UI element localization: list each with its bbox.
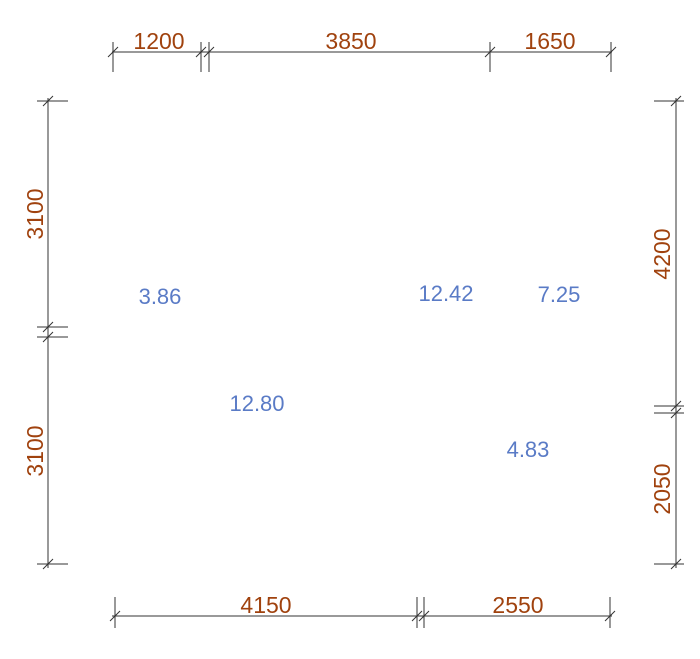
tick-mark <box>195 46 207 58</box>
room-area-label: 12.80 <box>229 391 284 416</box>
tick-mark <box>604 610 616 622</box>
tick-mark <box>670 558 682 570</box>
tick-mark <box>42 331 54 343</box>
tick-mark <box>411 610 423 622</box>
tick-mark <box>670 95 682 107</box>
bottom-dimension-label: 4150 <box>240 592 291 618</box>
tick-mark <box>109 610 121 622</box>
room-area-label: 7.25 <box>538 282 581 307</box>
room-area-label: 12.42 <box>418 281 473 306</box>
top-dimension-label: 1200 <box>133 28 184 54</box>
tick-mark <box>670 400 682 412</box>
left-dimension-label: 3100 <box>22 188 48 239</box>
tick-mark <box>605 46 617 58</box>
right-dimension-label: 4200 <box>649 228 675 279</box>
tick-mark <box>670 407 682 419</box>
top-dimension-chain: 1200 3850 1650 <box>107 28 617 72</box>
top-dimension-label: 1650 <box>524 28 575 54</box>
left-dimension-chain: 3100 3100 <box>22 95 68 570</box>
top-dimension-label: 3850 <box>325 28 376 54</box>
tick-mark <box>107 46 119 58</box>
right-dimension-label: 2050 <box>649 463 675 514</box>
left-dimension-label: 3100 <box>22 425 48 476</box>
bottom-dimension-label: 2550 <box>492 592 543 618</box>
tick-mark <box>484 46 496 58</box>
room-area-label: 4.83 <box>507 437 550 462</box>
room-area-label: 3.86 <box>139 284 182 309</box>
tick-mark <box>203 46 215 58</box>
right-dimension-chain: 4200 2050 <box>649 95 684 570</box>
tick-mark <box>42 95 54 107</box>
tick-mark <box>42 321 54 333</box>
tick-mark <box>42 558 54 570</box>
room-area-labels: 3.86 12.42 7.25 12.80 4.83 <box>139 281 581 462</box>
bottom-dimension-chain: 4150 2550 <box>109 592 616 628</box>
tick-mark <box>418 610 430 622</box>
